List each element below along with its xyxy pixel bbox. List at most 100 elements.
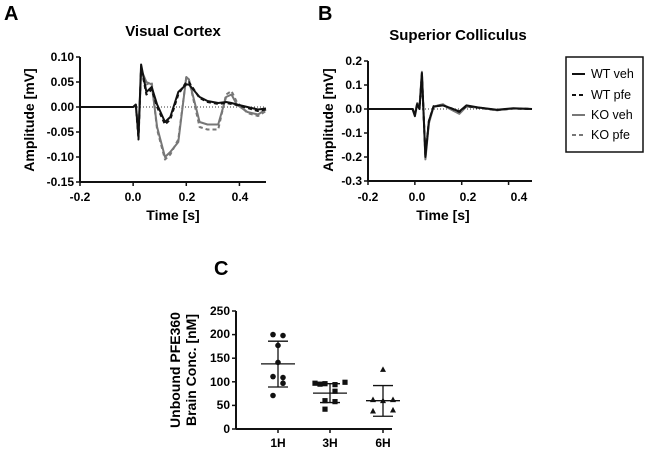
svg-text:250: 250 (210, 304, 230, 318)
svg-text:KO pfe: KO pfe (591, 128, 630, 142)
svg-text:0.0: 0.0 (409, 190, 426, 204)
panel-c-group-1h (261, 331, 295, 399)
svg-text:0.4: 0.4 (511, 190, 528, 204)
panel-b-title: Superior Colliculus (389, 27, 527, 44)
svg-text:-0.2: -0.2 (358, 190, 379, 204)
square-marker (322, 381, 328, 387)
svg-text:200: 200 (210, 327, 230, 341)
triangle-marker (370, 396, 376, 403)
circle-marker (280, 374, 286, 381)
panel-a-axes (76, 56, 266, 186)
svg-text:0.0: 0.0 (345, 102, 362, 116)
panel-a-trace-wt-veh (80, 63, 267, 138)
svg-text:0: 0 (223, 422, 230, 436)
panel-b-trace-wt-pfe (368, 74, 533, 156)
panel-b-trace-ko-pfe (368, 72, 533, 158)
square-marker (342, 379, 348, 385)
legend-item-wt-pfe: WT pfe (572, 88, 631, 102)
svg-text:0.1: 0.1 (345, 78, 362, 92)
panel-a-trace-ko-pfe (80, 71, 267, 161)
circle-marker (270, 392, 276, 399)
legend-item-ko-veh: KO veh (572, 108, 633, 122)
panel-b-trace-ko-veh (368, 70, 533, 161)
svg-text:50: 50 (217, 398, 231, 412)
svg-text:1H: 1H (270, 436, 285, 450)
panel-c-group-3h (312, 379, 348, 412)
triangle-marker (390, 396, 396, 403)
square-marker (317, 381, 323, 387)
svg-text:0.00: 0.00 (51, 100, 75, 114)
square-marker (332, 388, 338, 394)
svg-text:6H: 6H (375, 436, 390, 450)
legend: WT veh WT pfe KO veh KO pfe (565, 56, 644, 153)
svg-text:0.4: 0.4 (232, 190, 249, 204)
svg-text:0.05: 0.05 (51, 75, 75, 89)
panel-b-traces (368, 70, 533, 161)
panel-c-letter: C (214, 258, 228, 280)
square-marker (322, 398, 328, 404)
panel-a-xlabel: Time [s] (146, 207, 199, 223)
svg-text:150: 150 (210, 351, 230, 365)
triangle-marker (370, 407, 376, 414)
panel-b: B Superior Colliculus Amplitude [mV] Tim… (318, 3, 533, 223)
circle-marker (270, 331, 276, 338)
panel-b-axes (364, 60, 532, 185)
legend-box (565, 56, 644, 153)
panel-c-ylabel-line1: Unbound PFE360 (167, 312, 183, 428)
panel-a-letter: A (4, 3, 18, 25)
triangle-marker (380, 366, 386, 372)
panel-b-xticks: -0.2 0.0 0.2 0.4 (358, 190, 528, 204)
panel-c: C Unbound PFE360 Brain Conc. [nM] 250 20… (167, 258, 400, 450)
square-marker (312, 380, 318, 386)
svg-text:-0.05: -0.05 (47, 125, 75, 139)
svg-text:3H: 3H (322, 436, 337, 450)
svg-text:0.10: 0.10 (51, 50, 75, 64)
svg-text:0.2: 0.2 (345, 54, 362, 68)
triangle-marker (390, 406, 396, 413)
panel-a-trace-wt-pfe (80, 66, 267, 141)
svg-text:WT pfe: WT pfe (591, 88, 631, 102)
panel-b-trace-wt-veh (368, 72, 533, 158)
panel-a-title: Visual Cortex (125, 23, 221, 40)
svg-text:-0.15: -0.15 (47, 175, 75, 189)
panel-c-axes (232, 310, 392, 433)
panel-b-letter: B (318, 3, 332, 25)
panel-a-traces (80, 63, 267, 161)
svg-text:0.2: 0.2 (179, 190, 196, 204)
triangle-marker (380, 397, 386, 404)
panel-c-points (261, 331, 400, 417)
panel-b-ylabel: Amplitude [mV] (320, 68, 336, 171)
panel-a-yticks: 0.10 0.05 0.00 -0.05 -0.10 -0.15 (47, 50, 75, 189)
square-marker (332, 382, 338, 388)
square-marker (332, 399, 338, 405)
panel-a: A Visual Cortex Amplitude [mV] Time [s] … (4, 3, 267, 223)
svg-text:-0.2: -0.2 (341, 150, 362, 164)
svg-text:-0.10: -0.10 (47, 150, 75, 164)
circle-marker (275, 342, 281, 349)
svg-text:KO veh: KO veh (591, 108, 633, 122)
panel-c-group-6h (366, 366, 400, 417)
square-marker (322, 406, 328, 412)
svg-text:100: 100 (210, 375, 230, 389)
panel-c-ylabel-line2: Brain Conc. [nM] (183, 314, 199, 426)
svg-text:-0.3: -0.3 (341, 174, 362, 188)
panel-a-ylabel: Amplitude [mV] (21, 68, 37, 171)
panel-b-xlabel: Time [s] (416, 207, 469, 223)
panel-c-yticks: 250 200 150 100 50 0 (210, 304, 230, 436)
circle-marker (270, 373, 276, 380)
circle-marker (280, 380, 286, 387)
circle-marker (275, 359, 281, 366)
svg-text:-0.2: -0.2 (70, 190, 91, 204)
panel-a-xticks: -0.2 0.0 0.2 0.4 (70, 190, 249, 204)
svg-text:0.0: 0.0 (125, 190, 142, 204)
panel-a-trace-ko-veh (80, 68, 267, 158)
legend-item-ko-pfe: KO pfe (572, 128, 630, 142)
svg-text:0.2: 0.2 (460, 190, 477, 204)
legend-item-wt-veh: WT veh (572, 67, 634, 81)
svg-text:-0.1: -0.1 (341, 126, 362, 140)
svg-text:WT veh: WT veh (591, 67, 634, 81)
panel-c-xticks: 1H 3H 6H (270, 436, 390, 450)
panel-b-yticks: 0.2 0.1 0.0 -0.1 -0.2 -0.3 (341, 54, 362, 188)
circle-marker (280, 332, 286, 339)
